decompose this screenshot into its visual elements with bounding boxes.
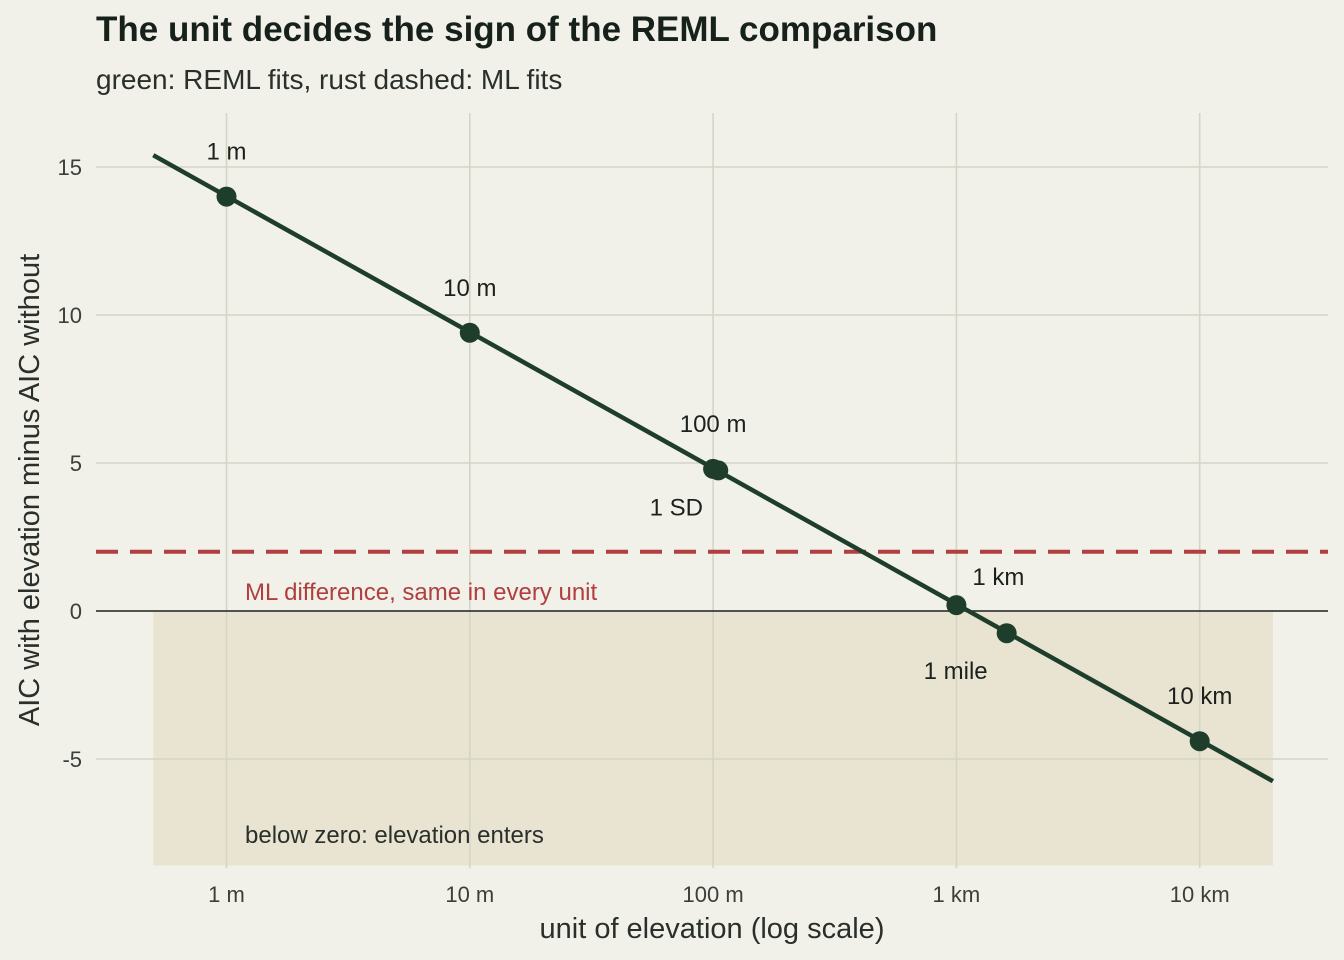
data-point [459, 322, 480, 343]
point-label: 10 km [1167, 683, 1232, 710]
point-labels: 1 m 10 m 100 m 1 SD 1 km 1 mile 10 km [206, 139, 1232, 711]
y-tick-label: 15 [58, 155, 82, 180]
y-tick-label: -5 [62, 747, 82, 772]
y-tick-label: 5 [70, 451, 82, 476]
shade-label: below zero: elevation enters [245, 822, 544, 849]
point-label: 1 m [206, 139, 246, 166]
x-tick-label: 10 m [445, 882, 494, 907]
chart-subtitle: green: REML fits, rust dashed: ML fits [96, 64, 563, 95]
data-point [216, 186, 237, 207]
data-points [216, 186, 1210, 752]
x-axis-label: unit of elevation (log scale) [540, 913, 885, 945]
ml-line-label: ML difference, same in every unit [245, 579, 598, 606]
x-tick-label: 10 km [1170, 882, 1230, 907]
point-label: 1 km [972, 564, 1024, 591]
tick-labels: 1 m 10 m 100 m 1 km 10 km 15 10 5 0 -5 [58, 155, 1230, 907]
y-tick-label: 0 [70, 599, 82, 624]
point-label: 10 m [443, 275, 496, 302]
chart-title: The unit decides the sign of the REML co… [96, 10, 938, 49]
point-label: 100 m [680, 411, 747, 438]
point-label: 1 mile [924, 658, 988, 685]
point-label: 1 SD [650, 494, 703, 521]
x-tick-label: 1 m [208, 882, 245, 907]
x-tick-label: 100 m [683, 882, 744, 907]
y-tick-label: 10 [58, 303, 82, 328]
data-point [946, 595, 967, 616]
data-point [708, 460, 729, 481]
y-axis-label: AIC with elevation minus AIC without [14, 254, 46, 726]
data-point [996, 623, 1017, 644]
x-tick-label: 1 km [933, 882, 981, 907]
data-point [1189, 731, 1210, 752]
